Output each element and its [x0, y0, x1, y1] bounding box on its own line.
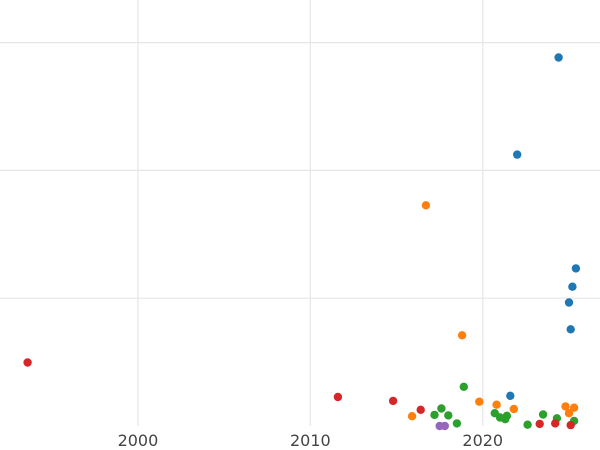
- data-point: [444, 411, 453, 420]
- data-point: [568, 282, 577, 291]
- data-point: [554, 53, 563, 62]
- x-tick-label: 2010: [290, 431, 331, 450]
- data-point: [564, 409, 574, 418]
- data-point: [538, 410, 548, 419]
- data-point: [440, 421, 449, 431]
- data-point: [475, 397, 484, 406]
- data-point: [509, 404, 518, 414]
- data-points: [23, 53, 581, 431]
- data-point: [535, 419, 544, 429]
- data-point: [407, 412, 417, 421]
- data-point: [430, 410, 439, 420]
- data-point: [437, 404, 446, 413]
- data-point: [513, 150, 522, 159]
- data-point: [566, 325, 575, 334]
- data-point: [502, 411, 512, 420]
- data-point: [506, 391, 515, 400]
- data-point: [571, 264, 581, 273]
- x-tick-label: 2020: [462, 431, 503, 450]
- x-tick-label: 2000: [118, 431, 159, 450]
- grid-lines: [0, 0, 600, 426]
- data-point: [566, 420, 575, 430]
- data-point: [492, 400, 501, 409]
- data-point: [551, 419, 560, 428]
- data-point: [388, 396, 398, 406]
- data-point: [333, 392, 343, 402]
- data-point: [416, 405, 425, 414]
- x-axis-tick-labels: 2000 2010 2020: [118, 431, 504, 450]
- data-point: [561, 402, 570, 411]
- data-point: [421, 201, 431, 210]
- data-point: [459, 382, 468, 391]
- data-point: [523, 420, 532, 429]
- data-point: [452, 419, 462, 428]
- data-point: [569, 403, 579, 412]
- data-point: [564, 298, 574, 307]
- data-point: [23, 358, 32, 367]
- data-point: [457, 331, 467, 340]
